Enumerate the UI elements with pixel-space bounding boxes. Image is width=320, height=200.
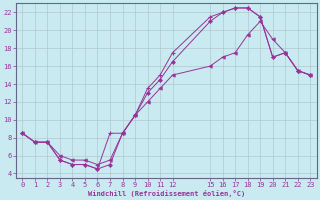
X-axis label: Windchill (Refroidissement éolien,°C): Windchill (Refroidissement éolien,°C) — [88, 190, 245, 197]
